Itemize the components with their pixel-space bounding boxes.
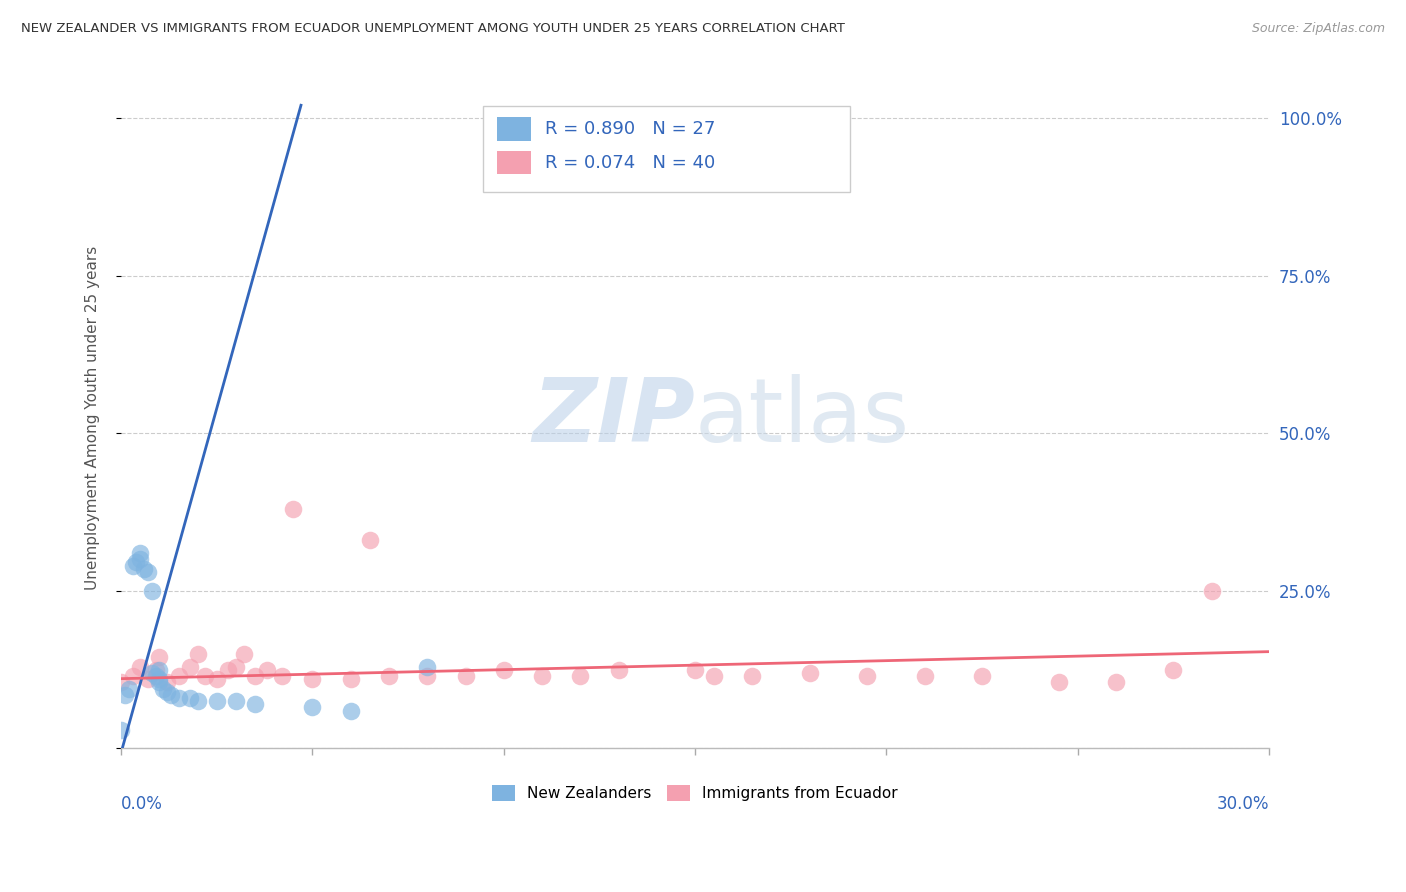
Point: [492, 663, 515, 677]
Point: [129, 659, 152, 673]
Text: R = 0.890   N = 27: R = 0.890 N = 27: [544, 120, 716, 138]
Text: R = 0.074   N = 40: R = 0.074 N = 40: [544, 153, 716, 171]
Point: [217, 663, 239, 677]
Point: [339, 672, 361, 686]
Text: Source: ZipAtlas.com: Source: ZipAtlas.com: [1251, 22, 1385, 36]
Point: [179, 659, 201, 673]
Point: [359, 533, 381, 548]
Point: [856, 669, 879, 683]
Point: [132, 562, 155, 576]
Text: atlas: atlas: [695, 374, 910, 461]
Point: [741, 669, 763, 683]
Point: [339, 704, 361, 718]
Point: [110, 723, 132, 737]
Y-axis label: Unemployment Among Youth under 25 years: Unemployment Among Youth under 25 years: [86, 245, 100, 590]
Point: [799, 665, 821, 680]
Point: [301, 700, 323, 714]
Point: [118, 681, 141, 696]
Point: [683, 663, 706, 677]
FancyBboxPatch shape: [482, 106, 851, 193]
Point: [125, 556, 148, 570]
Point: [141, 583, 163, 598]
FancyBboxPatch shape: [496, 118, 531, 141]
Point: [225, 694, 247, 708]
Point: [148, 675, 170, 690]
Point: [914, 669, 936, 683]
Point: [225, 659, 247, 673]
Point: [187, 694, 209, 708]
Point: [179, 691, 201, 706]
Point: [1201, 583, 1223, 598]
Text: NEW ZEALANDER VS IMMIGRANTS FROM ECUADOR UNEMPLOYMENT AMONG YOUTH UNDER 25 YEARS: NEW ZEALANDER VS IMMIGRANTS FROM ECUADOR…: [21, 22, 845, 36]
Point: [243, 698, 266, 712]
Point: [167, 669, 190, 683]
Point: [141, 665, 163, 680]
Point: [205, 694, 228, 708]
Point: [243, 669, 266, 683]
Point: [160, 688, 183, 702]
Point: [301, 672, 323, 686]
Point: [256, 663, 278, 677]
Point: [970, 669, 993, 683]
Point: [136, 565, 159, 579]
Point: [703, 669, 725, 683]
Point: [121, 558, 143, 573]
Point: [145, 663, 167, 677]
Point: [416, 659, 439, 673]
Point: [129, 546, 152, 560]
FancyBboxPatch shape: [496, 151, 531, 175]
Point: [148, 663, 170, 677]
Point: [569, 669, 592, 683]
Point: [156, 675, 179, 690]
Point: [283, 501, 305, 516]
Point: [167, 691, 190, 706]
Point: [136, 672, 159, 686]
Point: [270, 669, 292, 683]
Text: 0.0%: 0.0%: [121, 795, 163, 813]
Point: [416, 669, 439, 683]
Point: [121, 669, 143, 683]
Point: [531, 669, 554, 683]
Point: [114, 688, 136, 702]
Point: [110, 675, 132, 690]
Point: [145, 669, 167, 683]
Point: [607, 663, 630, 677]
Point: [1047, 675, 1070, 690]
Text: 30.0%: 30.0%: [1216, 795, 1270, 813]
Point: [187, 647, 209, 661]
Point: [148, 672, 170, 686]
Point: [1105, 675, 1128, 690]
Point: [232, 647, 254, 661]
Text: ZIP: ZIP: [533, 374, 695, 461]
Point: [156, 684, 179, 698]
Point: [378, 669, 401, 683]
Point: [454, 669, 477, 683]
Point: [148, 650, 170, 665]
Legend: New Zealanders, Immigrants from Ecuador: New Zealanders, Immigrants from Ecuador: [486, 779, 904, 807]
Point: [205, 672, 228, 686]
Point: [194, 669, 217, 683]
Point: [1163, 663, 1185, 677]
Point: [129, 552, 152, 566]
Point: [152, 681, 174, 696]
